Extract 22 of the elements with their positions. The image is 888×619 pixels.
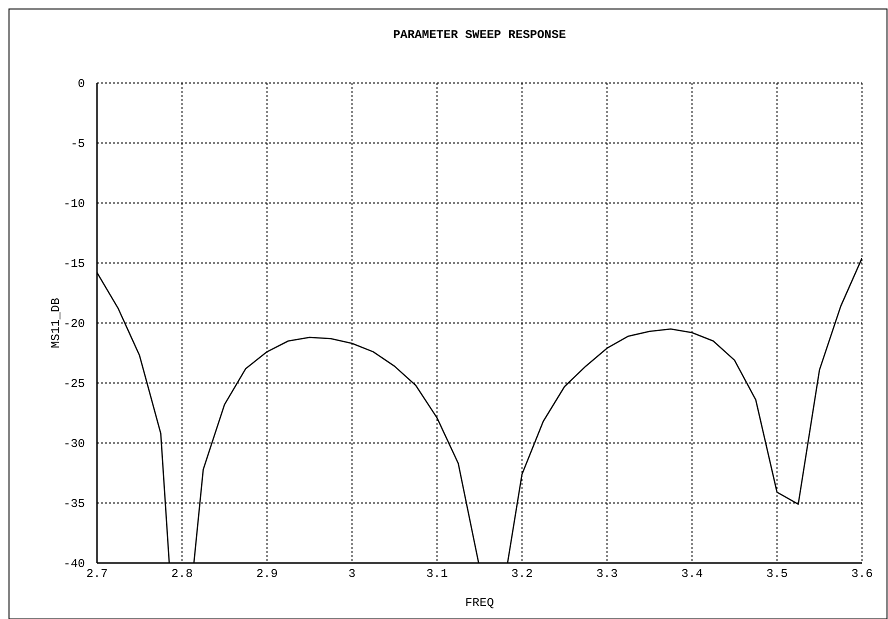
x-tick-label: 2.9: [256, 567, 278, 581]
x-tick-label: 3.2: [511, 567, 533, 581]
x-tick-label: 2.8: [171, 567, 193, 581]
y-tick-label: -40: [63, 557, 85, 571]
y-tick-label: -35: [63, 497, 85, 511]
y-tick-label: -30: [63, 437, 85, 451]
x-tick-label: 3.6: [851, 567, 873, 581]
x-tick-label: 3: [348, 567, 356, 581]
y-tick-label: -20: [63, 317, 85, 331]
x-tick-label: 3.4: [681, 567, 703, 581]
x-axis-title: FREQ: [465, 596, 494, 610]
y-tick-label: -10: [63, 197, 85, 211]
y-tick-label: -25: [63, 377, 85, 391]
x-tick-label: 3.3: [596, 567, 618, 581]
x-tick-label: 3.1: [426, 567, 448, 581]
y-tick-label: -15: [63, 257, 85, 271]
x-tick-label: 2.7: [86, 567, 108, 581]
x-tick-label: 3.5: [766, 567, 788, 581]
y-tick-label: 0: [78, 77, 85, 91]
chart-title: PARAMETER SWEEP RESPONSE: [393, 28, 566, 42]
y-tick-label: -5: [70, 137, 85, 151]
y-axis-title: MS11_DB: [49, 298, 63, 348]
